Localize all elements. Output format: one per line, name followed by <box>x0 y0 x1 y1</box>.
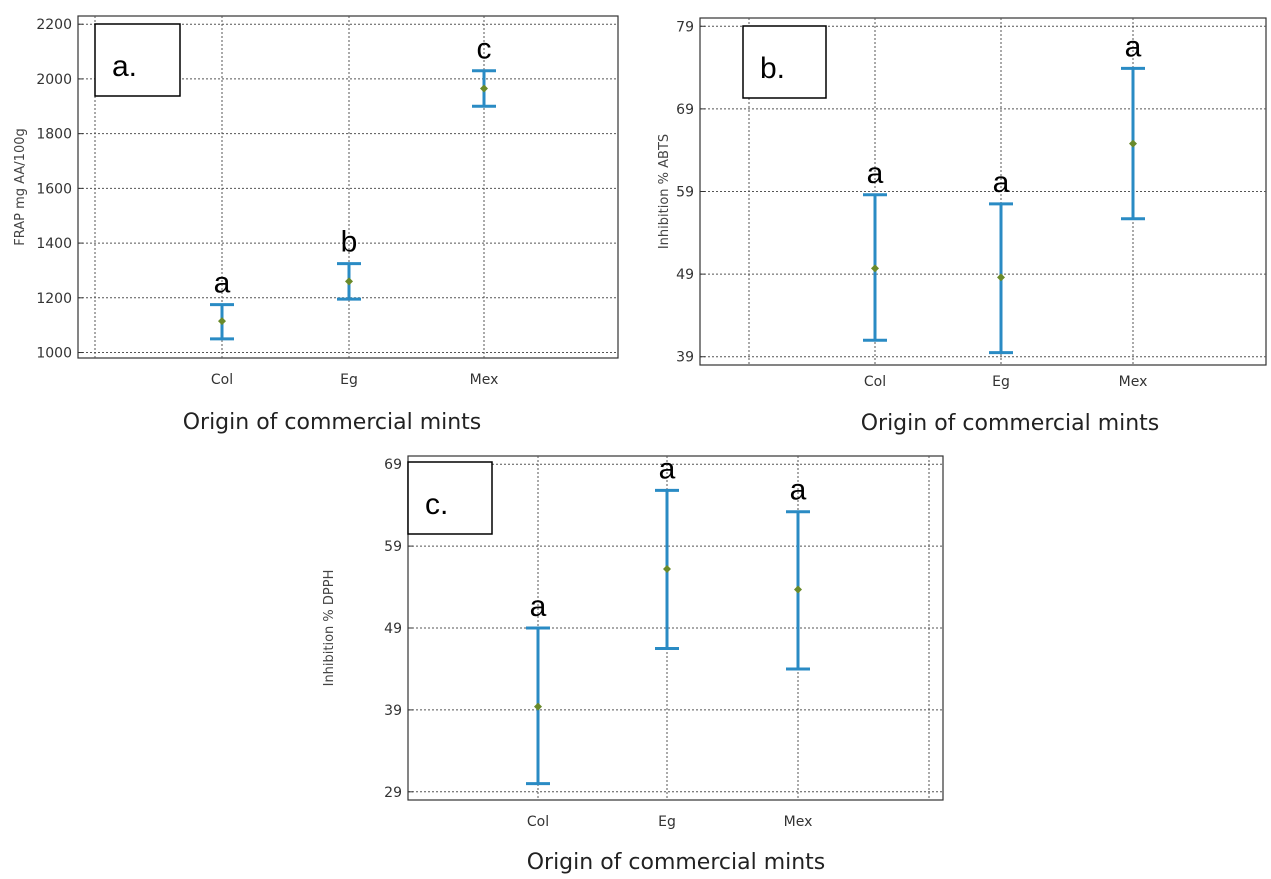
significance-letter: a <box>1125 30 1142 63</box>
chart-panel-3: 29 39 49 59 69 Col Eg Mex a a a c. Inhibition % DPPH… <box>322 452 944 875</box>
y-tick-label: 59 <box>676 185 694 201</box>
significance-letter: a <box>790 474 807 507</box>
x-tick-label: Col <box>864 374 886 390</box>
y-tick-label: 49 <box>384 621 402 637</box>
x-tick-label: Eg <box>992 374 1010 390</box>
y-tick-label: 59 <box>384 539 402 555</box>
y-tick-label: 39 <box>384 703 402 719</box>
x-tick-label: Eg <box>340 372 358 388</box>
panel-label-box <box>94 23 181 97</box>
significance-letter: c <box>477 33 492 66</box>
y-axis-title: Inhibition % ABTS <box>657 134 672 249</box>
significance-letter: a <box>530 590 547 623</box>
y-tick-label: 1400 <box>36 236 72 252</box>
significance-letter: a <box>993 166 1010 199</box>
y-tick-label: 29 <box>384 785 402 801</box>
x-tick-label: Mex <box>470 372 499 388</box>
significance-letter: a <box>214 267 231 300</box>
panel-label-box <box>407 461 493 535</box>
y-tick-label: 69 <box>384 457 402 473</box>
y-tick-label: 49 <box>676 267 694 283</box>
panel-label: c. <box>425 488 448 521</box>
y-axis-title: Inhibition % DPPH <box>322 570 337 687</box>
x-tick-label: Col <box>527 814 549 830</box>
mean-point <box>1129 139 1137 148</box>
y-tick-label: 69 <box>676 102 694 118</box>
y-tick-label: 79 <box>676 19 694 35</box>
x-tick-label: Mex <box>784 814 813 830</box>
y-tick-label: 1600 <box>36 181 72 197</box>
significance-letter: b <box>341 226 358 259</box>
mean-point <box>997 273 1005 282</box>
plot-frame <box>77 15 619 359</box>
y-tick-label: 1000 <box>36 346 72 362</box>
y-tick-label: 2000 <box>36 72 72 88</box>
x-tick-label: Col <box>211 372 233 388</box>
x-tick-label: Eg <box>658 814 676 830</box>
panel-label: b. <box>760 52 785 85</box>
chart-panel-2: 39 49 59 69 79 Col Eg Mex a a a b. Inhibition % ABTS… <box>657 17 1267 436</box>
x-axis-title: Origin of commercial mints <box>861 411 1160 436</box>
y-tick-label: 39 <box>676 350 694 366</box>
y-axis-title: FRAP mg AA/100g <box>13 128 28 246</box>
panel-label-box <box>742 25 827 99</box>
mean-point <box>480 84 488 93</box>
x-tick-label: Mex <box>1119 374 1148 390</box>
y-tick-label: 1200 <box>36 291 72 307</box>
significance-letter: a <box>659 452 676 485</box>
x-axis-title: Origin of commercial mints <box>183 410 482 435</box>
mean-point <box>218 317 226 326</box>
y-tick-label: 2200 <box>36 17 72 33</box>
panel-label: a. <box>112 50 137 83</box>
mean-point <box>794 585 802 594</box>
mean-point <box>663 565 671 574</box>
chart-panel-1: 1000 1200 1400 1600 1800 2000 2200 Col Eg Mex a b c a… <box>13 15 619 435</box>
x-axis-title: Origin of commercial mints <box>527 850 826 875</box>
mean-point <box>345 277 353 286</box>
mean-point <box>534 702 542 711</box>
significance-letter: a <box>867 157 884 190</box>
mean-point <box>871 264 879 273</box>
y-tick-label: 1800 <box>36 127 72 143</box>
